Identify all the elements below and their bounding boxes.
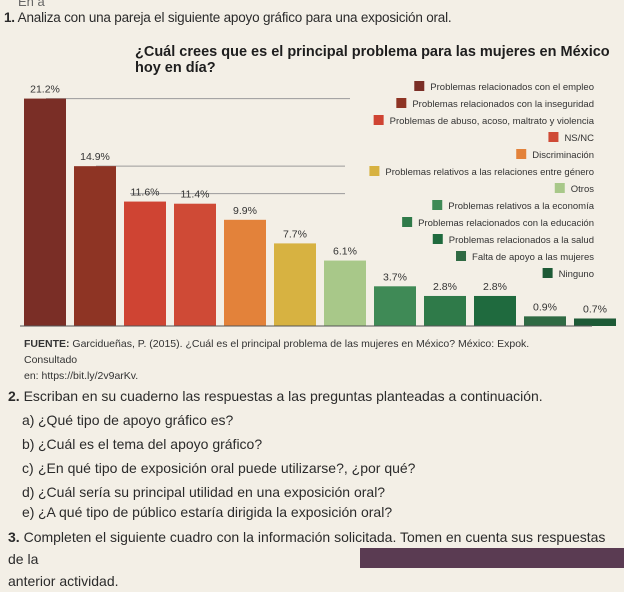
item-letter: a)	[22, 412, 35, 428]
question-2-item-b: b) ¿Cuál es el tema del apoyo gráfico?	[22, 436, 262, 452]
question-3-line2: anterior actividad.	[8, 573, 119, 589]
source-text: Garcidueñas, P. (2015). ¿Cuál es el prin…	[24, 338, 530, 366]
legend-label: Problemas de abuso, acoso, maltrato y vi…	[390, 116, 595, 127]
item-letter: e)	[22, 504, 35, 520]
legend-swatch	[373, 115, 384, 125]
legend-swatch	[542, 268, 553, 278]
bar	[174, 203, 216, 326]
data-label: 14.9%	[80, 151, 110, 163]
bar	[374, 286, 416, 326]
data-label: 2.8%	[433, 281, 457, 293]
bar	[24, 98, 66, 326]
legend-label: Problemas relativos a la economía	[448, 201, 594, 212]
legend-swatch	[516, 149, 527, 159]
source-label: FUENTE:	[24, 338, 70, 350]
legend-swatch	[432, 234, 443, 244]
data-label: 9.9%	[233, 205, 257, 217]
item-text: ¿Cuál es el tema del apoyo gráfico?	[38, 436, 263, 452]
legend-swatch	[432, 200, 443, 210]
chart-source: FUENTE: Garcidueñas, P. (2015). ¿Cuál es…	[24, 336, 584, 384]
data-label: 6.1%	[333, 246, 357, 258]
item-letter: d)	[22, 484, 35, 500]
bar	[524, 316, 566, 326]
question-2-item-a: a) ¿Qué tipo de apoyo gráfico es?	[22, 412, 233, 428]
data-label: 11.4%	[181, 189, 210, 201]
legend-swatch	[456, 251, 467, 261]
bar	[424, 295, 466, 326]
question-1-number: 1.	[4, 10, 15, 25]
question-3-text: Completen el siguiente cuadro con la inf…	[8, 529, 606, 567]
legend-label: Problemas relativos a las relaciones ent…	[385, 167, 594, 178]
legend-label: Falta de apoyo a las mujeres	[472, 252, 594, 263]
bar	[274, 243, 316, 326]
legend-label: Problemas relacionados con la educación	[418, 218, 594, 229]
bar-chart: 21.2% 14.9% 11.6% 11.4% 9.9% 7.7% 6.1% 3.7% 2.8%…	[20, 81, 616, 327]
bar	[224, 219, 266, 326]
legend-label: Ninguno	[559, 269, 594, 280]
item-text: ¿A qué tipo de público estaría dirigida …	[38, 504, 393, 520]
bar	[74, 166, 116, 326]
legend-swatch	[414, 81, 425, 91]
question-2-item-c: c) ¿En qué tipo de exposición oral puede …	[22, 460, 415, 476]
legend-swatch	[548, 132, 559, 142]
question-2-item-e: e) ¿A qué tipo de público estaría dirigid…	[22, 504, 392, 520]
item-letter: c)	[22, 460, 34, 476]
legend-label: Problemas relacionados con el empleo	[430, 82, 594, 93]
legend-label: NS/NC	[564, 133, 594, 144]
bar	[474, 295, 516, 326]
legend-label: Discriminación	[532, 150, 594, 161]
legend-swatch	[402, 217, 413, 227]
question-2-item-d: d) ¿Cuál sería su principal utilidad en u…	[22, 484, 385, 500]
chart-title: ¿Cuál crees que es el principal problema…	[135, 44, 610, 76]
item-letter: b)	[22, 436, 35, 452]
legend-swatch	[554, 183, 565, 193]
item-text: ¿Cuál sería su principal utilidad en una…	[38, 484, 386, 500]
legend-swatch	[369, 166, 380, 176]
source-url: en: https://bit.ly/2v9arKv.	[24, 370, 139, 382]
page-edge-band	[360, 548, 624, 568]
data-label: 0.9%	[533, 301, 557, 313]
data-label: 3.7%	[383, 271, 407, 283]
question-2-number: 2.	[8, 388, 20, 404]
bar	[574, 318, 616, 326]
legend-label: Otros	[571, 184, 594, 195]
question-1-text: Analiza con una pareja el siguiente apoy…	[17, 10, 452, 25]
question-1: 1. Analiza con una pareja el siguiente a…	[4, 10, 452, 25]
page-header-fragment: En a	[18, 0, 45, 9]
bar	[324, 260, 366, 326]
item-text: ¿En qué tipo de exposición oral puede ut…	[38, 460, 416, 476]
data-label: 7.7%	[283, 228, 307, 240]
data-label: 0.7%	[583, 303, 607, 315]
question-2: 2. Escriban en su cuaderno las respuesta…	[8, 388, 543, 404]
question-3-number: 3.	[8, 529, 20, 545]
data-label: 11.6%	[131, 187, 160, 199]
legend-label: Problemas relacionados con la insegurida…	[412, 99, 594, 110]
question-2-text: Escriban en su cuaderno las respuestas a…	[23, 388, 543, 404]
item-text: ¿Qué tipo de apoyo gráfico es?	[38, 412, 234, 428]
legend-swatch	[396, 98, 407, 108]
data-label: 2.8%	[483, 281, 507, 293]
bar	[124, 201, 166, 326]
data-label: 21.2%	[30, 84, 60, 96]
legend-label: Problemas relacionados a la salud	[449, 235, 594, 246]
